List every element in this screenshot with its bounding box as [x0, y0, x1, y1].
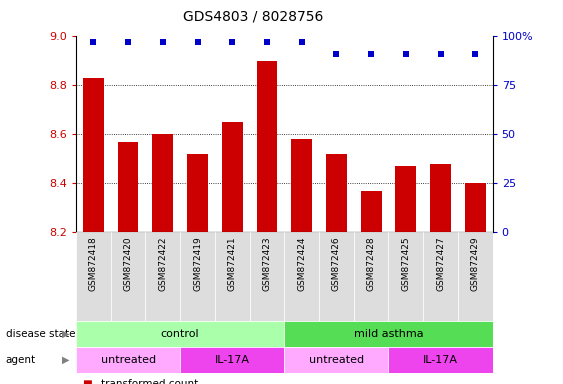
Bar: [319, 232, 354, 321]
Point: [193, 39, 202, 45]
Bar: [291, 139, 312, 232]
Point: [471, 51, 480, 57]
Text: GDS4803 / 8028756: GDS4803 / 8028756: [183, 10, 324, 23]
Text: transformed count: transformed count: [101, 379, 199, 384]
Bar: [118, 142, 138, 232]
Bar: [354, 232, 388, 321]
Text: GSM872422: GSM872422: [158, 237, 167, 291]
Bar: [395, 166, 416, 232]
Bar: [388, 347, 493, 373]
Bar: [284, 347, 388, 373]
Text: control: control: [161, 329, 199, 339]
Bar: [458, 232, 493, 321]
Text: GSM872420: GSM872420: [124, 237, 132, 291]
Text: agent: agent: [6, 355, 36, 365]
Text: GSM872418: GSM872418: [89, 237, 98, 291]
Text: IL-17A: IL-17A: [423, 355, 458, 365]
Bar: [180, 347, 284, 373]
Bar: [187, 154, 208, 232]
Point: [262, 39, 271, 45]
Point: [227, 39, 237, 45]
Text: GSM872429: GSM872429: [471, 237, 480, 291]
Text: mild asthma: mild asthma: [354, 329, 423, 339]
Text: GSM872423: GSM872423: [262, 237, 271, 291]
Point: [401, 51, 410, 57]
Text: GSM872424: GSM872424: [297, 237, 306, 291]
Bar: [180, 232, 215, 321]
Bar: [284, 321, 493, 347]
Text: GSM872426: GSM872426: [332, 237, 341, 291]
Bar: [76, 232, 111, 321]
Text: ▶: ▶: [62, 329, 70, 339]
Bar: [388, 232, 423, 321]
Text: untreated: untreated: [309, 355, 364, 365]
Text: GSM872425: GSM872425: [401, 237, 410, 291]
Bar: [83, 78, 104, 232]
Text: GSM872419: GSM872419: [193, 237, 202, 291]
Bar: [249, 232, 284, 321]
Point: [89, 39, 98, 45]
Point: [158, 39, 167, 45]
Bar: [76, 347, 180, 373]
Text: ■: ■: [82, 379, 91, 384]
Text: ▶: ▶: [62, 355, 70, 365]
Text: GSM872427: GSM872427: [436, 237, 445, 291]
Bar: [361, 191, 382, 232]
Point: [124, 39, 133, 45]
Bar: [284, 232, 319, 321]
Text: GSM872421: GSM872421: [228, 237, 236, 291]
Bar: [222, 122, 243, 232]
Bar: [430, 164, 451, 232]
Text: IL-17A: IL-17A: [215, 355, 250, 365]
Bar: [257, 61, 278, 232]
Point: [297, 39, 306, 45]
Text: disease state: disease state: [6, 329, 75, 339]
Bar: [215, 232, 249, 321]
Point: [367, 51, 376, 57]
Point: [436, 51, 445, 57]
Text: GSM872428: GSM872428: [367, 237, 376, 291]
Bar: [111, 232, 145, 321]
Bar: [423, 232, 458, 321]
Bar: [153, 134, 173, 232]
Bar: [326, 154, 347, 232]
Bar: [145, 232, 180, 321]
Bar: [76, 321, 284, 347]
Text: untreated: untreated: [101, 355, 155, 365]
Point: [332, 51, 341, 57]
Bar: [465, 183, 486, 232]
